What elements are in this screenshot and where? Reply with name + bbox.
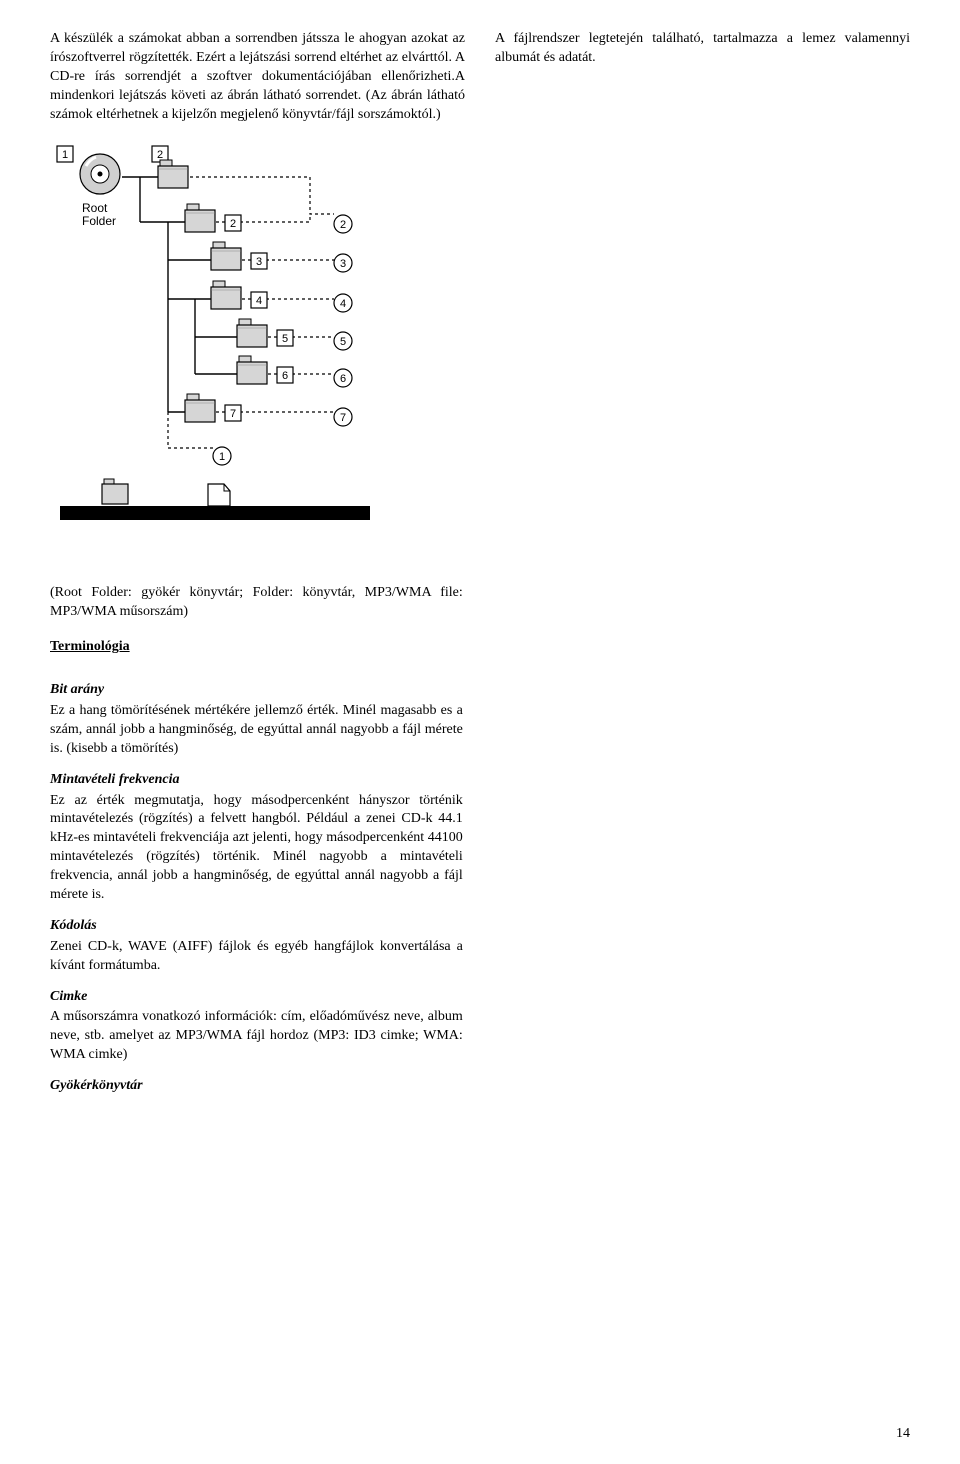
svg-text:5: 5 <box>282 333 288 345</box>
term-body: Ez az érték megmutatja, hogy másodpercen… <box>50 792 463 905</box>
term-title: Bit arány <box>50 681 463 700</box>
folder-tree-diagram: RootFolder 1 2 2 3 4 5 6 7 2 3 4 5 6 7 1 <box>50 136 910 566</box>
term-title: Mintavételi frekvencia <box>50 771 463 790</box>
svg-text:2: 2 <box>157 149 163 161</box>
svg-text:5: 5 <box>340 336 346 348</box>
term-body: Ez a hang tömörítésének mértékére jellem… <box>50 702 463 759</box>
svg-text:6: 6 <box>282 370 288 382</box>
svg-text:4: 4 <box>340 298 346 310</box>
term-title: Cimke <box>50 988 463 1007</box>
svg-text:2: 2 <box>230 218 236 230</box>
svg-text:3: 3 <box>256 256 262 268</box>
term-body: Zenei CD-k, WAVE (AIFF) fájlok és egyéb … <box>50 938 463 976</box>
svg-text:Root: Root <box>82 201 108 215</box>
svg-text:3: 3 <box>340 258 346 270</box>
page-number: 14 <box>896 1425 910 1444</box>
terminology-section: (Root Folder: gyökér könyvtár; Folder: k… <box>50 584 463 1096</box>
term-title: Gyökérkönyvtár <box>50 1077 463 1096</box>
folder-tree-svg: RootFolder 1 2 2 3 4 5 6 7 2 3 4 5 6 7 1 <box>50 136 390 566</box>
right-column-paragraph: A fájlrendszer legtetején található, tar… <box>495 30 910 124</box>
svg-text:Folder: Folder <box>82 214 116 228</box>
left-column-paragraph: A készülék a számokat abban a sorrendben… <box>50 30 465 124</box>
svg-text:1: 1 <box>219 451 225 463</box>
root-folder-note: (Root Folder: gyökér könyvtár; Folder: k… <box>50 584 463 622</box>
svg-text:4: 4 <box>256 295 262 307</box>
terms-list: Bit arány Ez a hang tömörítésének mértéké… <box>50 681 463 1096</box>
svg-text:7: 7 <box>340 412 346 424</box>
svg-text:1: 1 <box>62 149 68 161</box>
terminology-heading: Terminológia <box>50 638 130 657</box>
term-title: Kódolás <box>50 917 463 936</box>
svg-text:6: 6 <box>340 373 346 385</box>
svg-text:2: 2 <box>340 219 346 231</box>
svg-text:7: 7 <box>230 408 236 420</box>
top-paragraph-columns: A készülék a számokat abban a sorrendben… <box>50 30 910 124</box>
term-body: A műsorszámra vonatkozó információk: cím… <box>50 1008 463 1065</box>
left-paragraph-text: A készülék a számokat abban a sorrendben… <box>50 30 465 124</box>
right-paragraph-text: A fájlrendszer legtetején található, tar… <box>495 30 910 68</box>
